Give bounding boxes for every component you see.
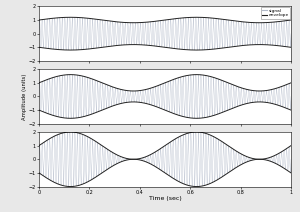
- Legend: signal, envelope: signal, envelope: [260, 7, 290, 19]
- Y-axis label: Amplitude (units): Amplitude (units): [22, 73, 27, 120]
- X-axis label: Time (sec): Time (sec): [148, 197, 182, 201]
